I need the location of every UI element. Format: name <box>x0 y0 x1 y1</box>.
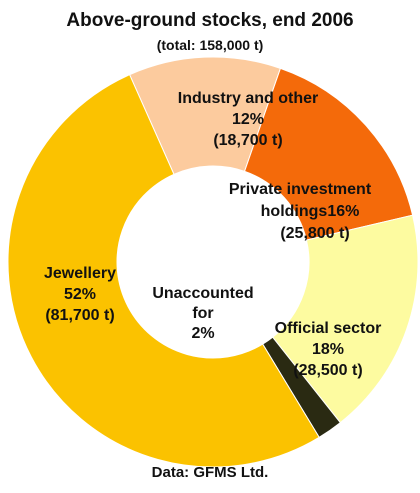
label-jewellery-percent: 52% <box>64 286 96 303</box>
slice-private-investment-holdings <box>243 67 414 241</box>
label-official-name: Official sector <box>275 320 382 337</box>
label-private-percent: holdings16% <box>261 203 360 220</box>
label-industry-name: Industry and other <box>178 90 318 107</box>
slices-group <box>7 56 419 468</box>
label-official-percent: 18% <box>312 341 344 358</box>
label-private-tonnes: (25,800 t) <box>280 225 349 242</box>
label-unaccounted-percent: 2% <box>191 325 214 342</box>
label-jewellery-name: Jewellery <box>44 265 116 282</box>
slice-jewellery <box>7 74 320 468</box>
chart-subtitle: (total: 158,000 t) <box>157 37 264 53</box>
chart-title: Above-ground stocks, end 2006 <box>66 10 353 31</box>
label-official-tonnes: (28,500 t) <box>293 362 362 379</box>
label-unaccounted-name: Unaccounted <box>152 285 253 302</box>
label-industry-tonnes: (18,700 t) <box>213 132 282 149</box>
label-private-name: Private investment <box>229 181 372 198</box>
label-unaccounted-for: for <box>192 305 213 322</box>
label-jewellery-tonnes: (81,700 t) <box>45 307 114 324</box>
slice-official-sector <box>271 214 419 424</box>
label-industry-percent: 12% <box>232 111 264 128</box>
chart-source: Data: GFMS Ltd. <box>152 464 269 481</box>
